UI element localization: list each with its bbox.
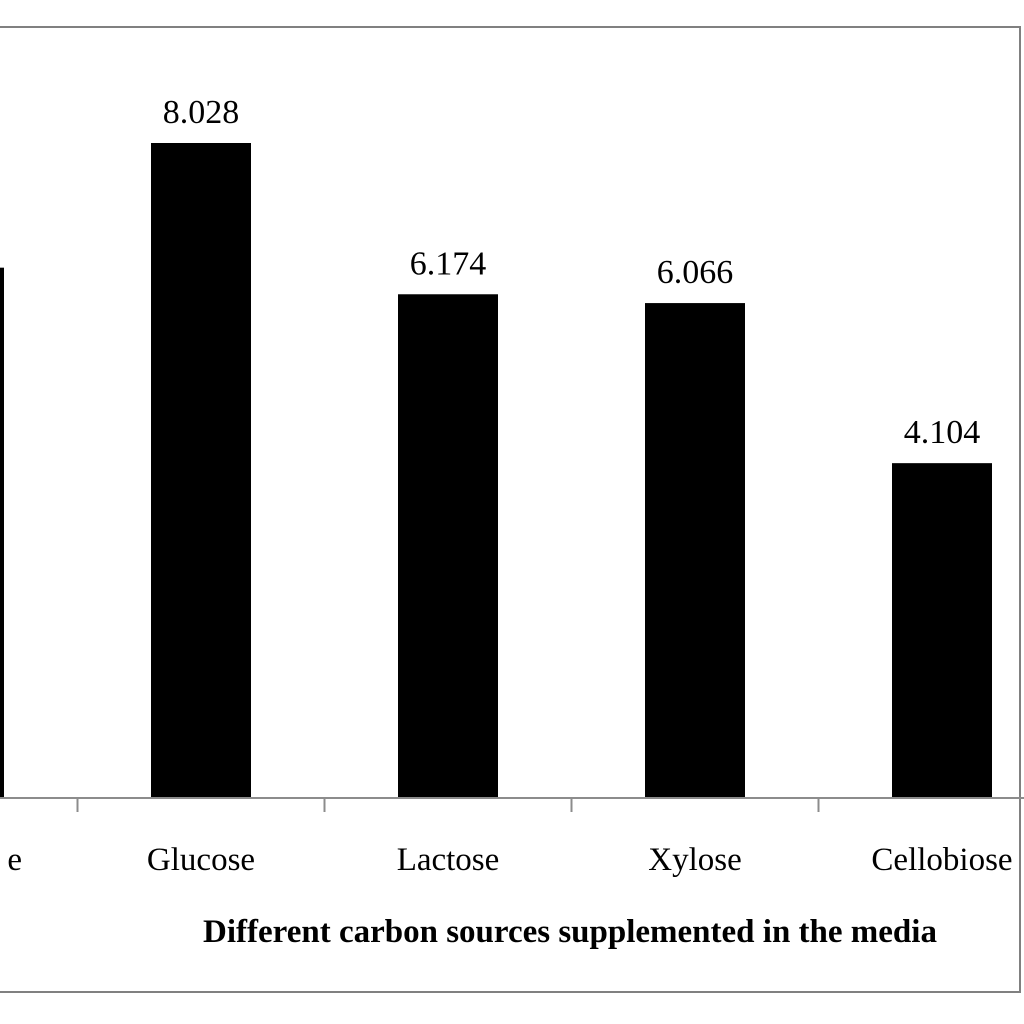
- bar-lactose: [398, 294, 498, 798]
- bar-cellobiose: [892, 463, 992, 798]
- tick-label-sucrose: e: [7, 842, 22, 878]
- bar-xylose: [645, 303, 745, 798]
- bar-sucrose: [0, 267, 4, 798]
- tick-label-cellobiose: Cellobiose: [871, 842, 1012, 878]
- value-label-glucose: 8.028: [163, 94, 240, 131]
- tick-label-lactose: Lactose: [397, 842, 500, 878]
- bars-group: [0, 143, 992, 798]
- value-label-xylose: 6.066: [657, 254, 734, 291]
- value-label-lactose: 6.174: [410, 245, 487, 282]
- chart-frame: [0, 26, 1021, 993]
- bar-glucose: [151, 143, 251, 798]
- x-axis-title: Different carbon sources supplemented in…: [203, 914, 937, 950]
- value-label-cellobiose: 4.104: [904, 414, 981, 451]
- tick-label-glucose: Glucose: [147, 842, 255, 878]
- x-ticks-group: [76, 798, 820, 812]
- x-tick-labels-group: e Glucose Lactose Xylose Cellobiose: [7, 842, 1012, 878]
- value-labels-group: 8.028 6.174 6.066 4.104: [163, 94, 981, 451]
- tick-label-xylose: Xylose: [648, 842, 742, 878]
